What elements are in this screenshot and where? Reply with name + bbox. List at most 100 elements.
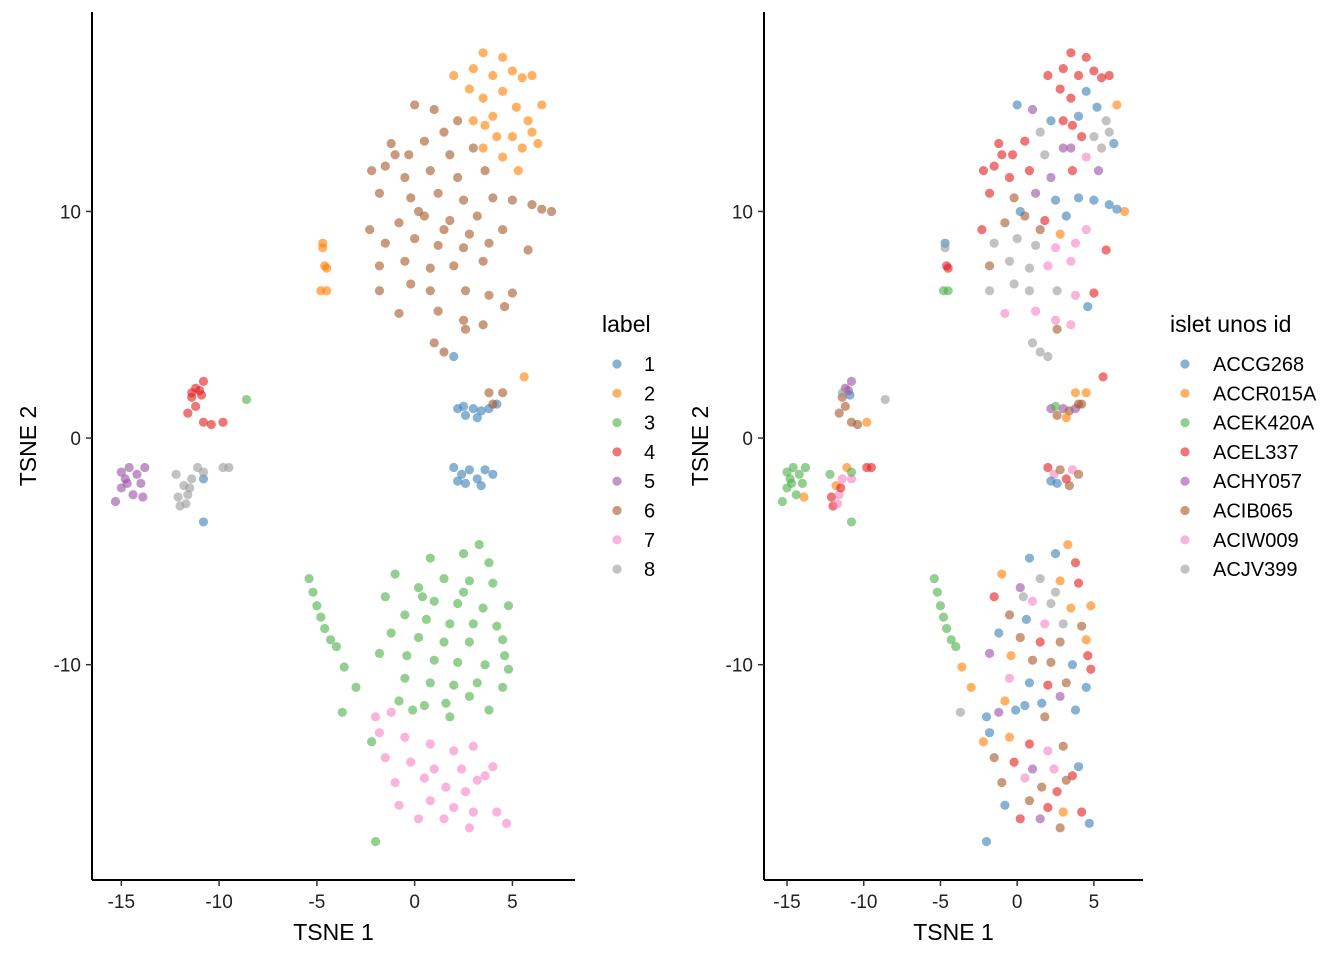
data-point (537, 100, 547, 110)
data-point (1055, 465, 1065, 475)
data-point (453, 476, 463, 486)
data-point (1030, 240, 1041, 251)
data-point (1050, 401, 1061, 411)
data-point (488, 193, 498, 203)
data-point (488, 578, 498, 588)
data-point (478, 143, 488, 153)
data-point (800, 462, 811, 473)
data-point (374, 261, 385, 271)
data-point (458, 243, 469, 253)
legend-marker (1180, 535, 1190, 545)
legend-label: 3 (644, 413, 655, 435)
data-point (1058, 619, 1068, 629)
data-point (498, 52, 508, 62)
legend-marker (1180, 564, 1190, 574)
data-point (1081, 152, 1091, 162)
data-point (478, 48, 488, 58)
data-point (1086, 664, 1096, 674)
data-point (1024, 553, 1035, 563)
x-axis-title: TSNE 1 (293, 919, 374, 945)
data-point (1066, 320, 1076, 330)
data-point (458, 195, 469, 205)
data-point (1081, 682, 1091, 692)
legend-label: 1 (644, 354, 655, 376)
data-point (468, 807, 478, 817)
data-point (1004, 610, 1015, 620)
data-point (449, 802, 459, 813)
data-point (519, 372, 529, 382)
data-point (198, 467, 209, 477)
data-point (320, 623, 330, 634)
data-point (183, 408, 193, 418)
data-point (410, 100, 420, 110)
data-point (1035, 814, 1045, 824)
data-point (500, 651, 510, 661)
data-point (478, 320, 488, 330)
data-point (400, 673, 410, 683)
data-point (777, 496, 788, 507)
data-point (1070, 705, 1081, 715)
data-point (425, 553, 435, 563)
data-point (218, 417, 228, 427)
data-point (464, 229, 475, 239)
data-point (429, 655, 439, 665)
data-point (1061, 413, 1071, 423)
data-point (1015, 814, 1025, 824)
data-point (797, 478, 807, 488)
data-point (1050, 315, 1061, 325)
data-point (527, 70, 537, 81)
data-point (1015, 206, 1025, 217)
data-point (837, 474, 847, 484)
data-point (365, 224, 375, 235)
data-point (453, 172, 463, 183)
legend-marker (1180, 388, 1190, 398)
data-point (507, 132, 518, 142)
data-point (978, 737, 989, 747)
data-point (523, 116, 533, 126)
data-point (480, 120, 490, 130)
data-point (1011, 705, 1021, 715)
data-point (425, 796, 435, 806)
data-point (1058, 116, 1068, 126)
data-point (1058, 807, 1068, 817)
data-point (386, 628, 396, 638)
data-point (456, 764, 467, 774)
data-point (441, 782, 451, 792)
data-point (840, 401, 850, 411)
data-point (501, 818, 512, 828)
data-point (445, 712, 455, 722)
data-point (1066, 256, 1076, 266)
data-point (492, 807, 502, 817)
data-point (498, 86, 508, 96)
data-point (484, 558, 494, 568)
data-point (787, 478, 797, 488)
data-point (400, 172, 410, 183)
data-point (1043, 680, 1053, 690)
x-tick-label: -15 (108, 892, 135, 913)
data-point (185, 483, 195, 493)
data-point (386, 707, 396, 717)
legend-label: 5 (644, 471, 655, 493)
data-point (1027, 104, 1038, 115)
data-point (1084, 818, 1094, 828)
data-point (110, 496, 121, 507)
data-point (1081, 86, 1091, 96)
data-point (468, 116, 478, 126)
data-point (1024, 166, 1035, 176)
data-point (1052, 478, 1062, 488)
data-point (1089, 288, 1099, 298)
data-point (1052, 410, 1062, 421)
data-point (116, 467, 126, 477)
data-point (941, 623, 952, 634)
data-point (380, 753, 390, 763)
data-point (1035, 224, 1045, 235)
data-point (507, 66, 518, 76)
data-point (989, 592, 999, 602)
data-point (1055, 229, 1065, 239)
data-point (1096, 143, 1107, 153)
legend-label: ACCG268 (1213, 354, 1304, 376)
data-point (846, 376, 857, 387)
data-point (977, 224, 987, 235)
data-point (464, 576, 475, 586)
x-tick-label: 5 (1089, 892, 1100, 913)
